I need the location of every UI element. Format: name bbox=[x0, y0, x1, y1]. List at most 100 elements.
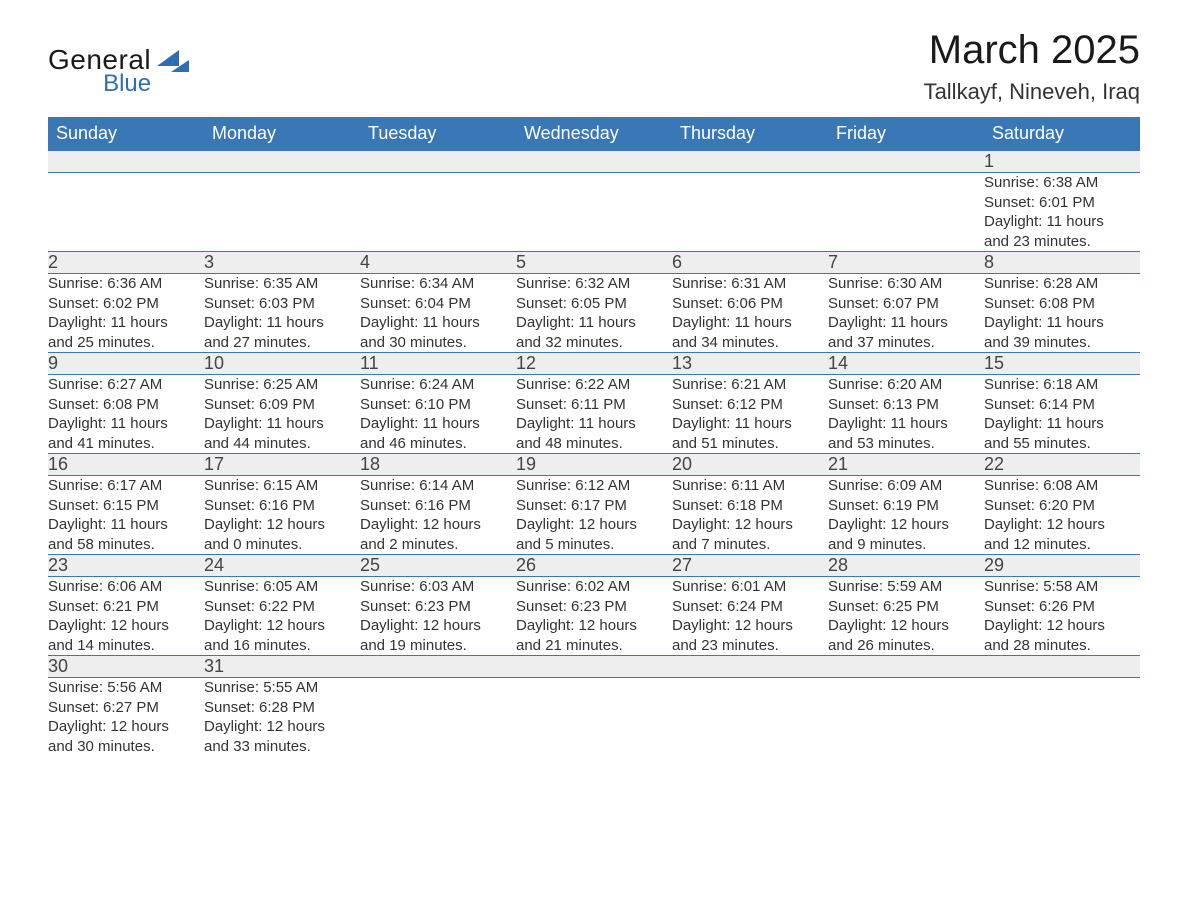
day-number-cell: 14 bbox=[828, 353, 984, 375]
day-detail-cell: Sunrise: 6:24 AMSunset: 6:10 PMDaylight:… bbox=[360, 375, 516, 454]
day-number-cell: 20 bbox=[672, 454, 828, 476]
logo-mark-icon bbox=[157, 50, 189, 72]
weekday-header-row: SundayMondayTuesdayWednesdayThursdayFrid… bbox=[48, 117, 1140, 151]
day-number-cell: 30 bbox=[48, 656, 204, 678]
day-number-cell: 13 bbox=[672, 353, 828, 375]
day-number-row: 16171819202122 bbox=[48, 454, 1140, 476]
day-detail-cell bbox=[984, 678, 1140, 757]
day-detail-row: Sunrise: 5:56 AMSunset: 6:27 PMDaylight:… bbox=[48, 678, 1140, 757]
day-detail-cell: Sunrise: 6:28 AMSunset: 6:08 PMDaylight:… bbox=[984, 274, 1140, 353]
day-number-cell: 10 bbox=[204, 353, 360, 375]
day-number-cell: 16 bbox=[48, 454, 204, 476]
day-number-cell bbox=[672, 656, 828, 678]
logo-word-blue: Blue bbox=[103, 72, 151, 96]
day-number-cell: 31 bbox=[204, 656, 360, 678]
weekday-header: Saturday bbox=[984, 117, 1140, 151]
day-detail-cell bbox=[360, 173, 516, 252]
day-number-cell: 23 bbox=[48, 555, 204, 577]
day-number-row: 1 bbox=[48, 151, 1140, 173]
day-number-cell: 17 bbox=[204, 454, 360, 476]
weekday-header: Sunday bbox=[48, 117, 204, 151]
weekday-header: Monday bbox=[204, 117, 360, 151]
day-number-cell: 22 bbox=[984, 454, 1140, 476]
day-number-row: 2345678 bbox=[48, 252, 1140, 274]
day-detail-cell bbox=[204, 173, 360, 252]
day-detail-cell: Sunrise: 6:12 AMSunset: 6:17 PMDaylight:… bbox=[516, 476, 672, 555]
logo: General Blue bbox=[48, 28, 189, 96]
day-detail-cell: Sunrise: 6:09 AMSunset: 6:19 PMDaylight:… bbox=[828, 476, 984, 555]
day-number-row: 3031 bbox=[48, 656, 1140, 678]
day-detail-cell bbox=[828, 173, 984, 252]
day-detail-cell: Sunrise: 6:21 AMSunset: 6:12 PMDaylight:… bbox=[672, 375, 828, 454]
day-detail-cell: Sunrise: 5:55 AMSunset: 6:28 PMDaylight:… bbox=[204, 678, 360, 757]
day-detail-cell: Sunrise: 6:17 AMSunset: 6:15 PMDaylight:… bbox=[48, 476, 204, 555]
day-detail-cell: Sunrise: 6:30 AMSunset: 6:07 PMDaylight:… bbox=[828, 274, 984, 353]
day-number-cell: 27 bbox=[672, 555, 828, 577]
day-number-cell bbox=[360, 656, 516, 678]
day-number-cell: 9 bbox=[48, 353, 204, 375]
day-detail-cell: Sunrise: 6:02 AMSunset: 6:23 PMDaylight:… bbox=[516, 577, 672, 656]
day-number-cell bbox=[360, 151, 516, 173]
day-number-cell bbox=[204, 151, 360, 173]
day-detail-row: Sunrise: 6:17 AMSunset: 6:15 PMDaylight:… bbox=[48, 476, 1140, 555]
day-detail-cell: Sunrise: 6:14 AMSunset: 6:16 PMDaylight:… bbox=[360, 476, 516, 555]
day-detail-cell bbox=[672, 173, 828, 252]
day-detail-cell bbox=[516, 678, 672, 757]
day-detail-cell: Sunrise: 5:58 AMSunset: 6:26 PMDaylight:… bbox=[984, 577, 1140, 656]
day-number-cell bbox=[48, 151, 204, 173]
day-detail-cell: Sunrise: 6:34 AMSunset: 6:04 PMDaylight:… bbox=[360, 274, 516, 353]
day-number-cell: 19 bbox=[516, 454, 672, 476]
day-number-cell bbox=[672, 151, 828, 173]
day-detail-cell: Sunrise: 6:06 AMSunset: 6:21 PMDaylight:… bbox=[48, 577, 204, 656]
day-detail-row: Sunrise: 6:36 AMSunset: 6:02 PMDaylight:… bbox=[48, 274, 1140, 353]
day-number-cell: 24 bbox=[204, 555, 360, 577]
day-detail-cell: Sunrise: 6:35 AMSunset: 6:03 PMDaylight:… bbox=[204, 274, 360, 353]
header: General Blue March 2025 Tallkayf, Nineve… bbox=[48, 28, 1140, 105]
day-number-cell: 4 bbox=[360, 252, 516, 274]
location: Tallkayf, Nineveh, Iraq bbox=[924, 79, 1140, 105]
day-number-cell: 18 bbox=[360, 454, 516, 476]
day-detail-cell: Sunrise: 6:15 AMSunset: 6:16 PMDaylight:… bbox=[204, 476, 360, 555]
weekday-header: Friday bbox=[828, 117, 984, 151]
day-number-row: 23242526272829 bbox=[48, 555, 1140, 577]
day-number-cell: 11 bbox=[360, 353, 516, 375]
day-detail-cell: Sunrise: 6:18 AMSunset: 6:14 PMDaylight:… bbox=[984, 375, 1140, 454]
day-number-cell: 5 bbox=[516, 252, 672, 274]
day-detail-cell: Sunrise: 6:03 AMSunset: 6:23 PMDaylight:… bbox=[360, 577, 516, 656]
day-number-cell bbox=[516, 151, 672, 173]
day-detail-row: Sunrise: 6:27 AMSunset: 6:08 PMDaylight:… bbox=[48, 375, 1140, 454]
day-detail-cell: Sunrise: 6:05 AMSunset: 6:22 PMDaylight:… bbox=[204, 577, 360, 656]
day-number-cell: 25 bbox=[360, 555, 516, 577]
day-number-cell bbox=[516, 656, 672, 678]
day-number-cell: 15 bbox=[984, 353, 1140, 375]
day-number-cell: 12 bbox=[516, 353, 672, 375]
day-detail-cell: Sunrise: 6:31 AMSunset: 6:06 PMDaylight:… bbox=[672, 274, 828, 353]
day-detail-cell: Sunrise: 5:56 AMSunset: 6:27 PMDaylight:… bbox=[48, 678, 204, 757]
day-detail-row: Sunrise: 6:06 AMSunset: 6:21 PMDaylight:… bbox=[48, 577, 1140, 656]
day-detail-cell: Sunrise: 6:20 AMSunset: 6:13 PMDaylight:… bbox=[828, 375, 984, 454]
title-block: March 2025 Tallkayf, Nineveh, Iraq bbox=[924, 28, 1140, 105]
calendar-table: SundayMondayTuesdayWednesdayThursdayFrid… bbox=[48, 117, 1140, 756]
day-detail-cell: Sunrise: 6:11 AMSunset: 6:18 PMDaylight:… bbox=[672, 476, 828, 555]
day-number-cell: 3 bbox=[204, 252, 360, 274]
day-number-cell: 8 bbox=[984, 252, 1140, 274]
day-detail-cell bbox=[360, 678, 516, 757]
day-detail-cell: Sunrise: 6:08 AMSunset: 6:20 PMDaylight:… bbox=[984, 476, 1140, 555]
day-number-cell: 1 bbox=[984, 151, 1140, 173]
day-detail-row: Sunrise: 6:38 AMSunset: 6:01 PMDaylight:… bbox=[48, 173, 1140, 252]
day-number-cell: 21 bbox=[828, 454, 984, 476]
day-number-cell: 28 bbox=[828, 555, 984, 577]
day-number-cell: 6 bbox=[672, 252, 828, 274]
day-detail-cell: Sunrise: 6:01 AMSunset: 6:24 PMDaylight:… bbox=[672, 577, 828, 656]
day-number-cell: 7 bbox=[828, 252, 984, 274]
weekday-header: Wednesday bbox=[516, 117, 672, 151]
day-number-row: 9101112131415 bbox=[48, 353, 1140, 375]
day-number-cell bbox=[984, 656, 1140, 678]
day-detail-cell: Sunrise: 6:32 AMSunset: 6:05 PMDaylight:… bbox=[516, 274, 672, 353]
day-detail-cell: Sunrise: 6:38 AMSunset: 6:01 PMDaylight:… bbox=[984, 173, 1140, 252]
day-number-cell bbox=[828, 151, 984, 173]
day-number-cell: 29 bbox=[984, 555, 1140, 577]
month-title: March 2025 bbox=[924, 28, 1140, 73]
day-number-cell: 2 bbox=[48, 252, 204, 274]
day-detail-cell: Sunrise: 6:36 AMSunset: 6:02 PMDaylight:… bbox=[48, 274, 204, 353]
